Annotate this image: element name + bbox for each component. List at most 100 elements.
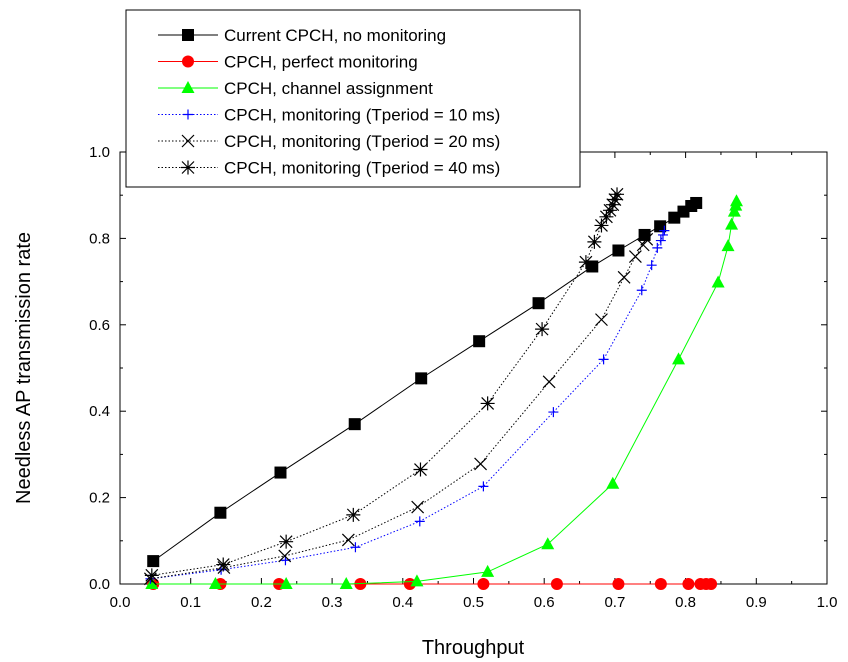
data-point: [278, 549, 292, 563]
data-point: [598, 354, 609, 365]
x-tick-label: 0.4: [392, 594, 413, 611]
data-point: [183, 109, 193, 120]
data-point: [599, 209, 614, 224]
data-point: [411, 500, 425, 514]
data-point: [636, 238, 650, 252]
legend-label: Current CPCH, no monitoring: [224, 26, 446, 45]
data-point: [595, 313, 608, 327]
data-point: [548, 407, 559, 418]
plot-frame: [119, 151, 828, 585]
data-point: [339, 577, 353, 589]
data-point: [587, 234, 602, 249]
series-line: [150, 238, 648, 580]
data-point: [612, 244, 625, 257]
data-point: [403, 578, 416, 590]
data-point: [216, 557, 231, 572]
data-point: [727, 204, 741, 217]
data-point: [652, 242, 663, 253]
x-tick-label: 0.3: [322, 594, 343, 611]
data-point: [208, 577, 222, 589]
data-point: [682, 578, 695, 590]
data-point: [730, 194, 744, 207]
data-point: [705, 578, 718, 590]
series-line: [151, 201, 737, 585]
data-point: [607, 192, 622, 207]
x-tick-label: 0.7: [604, 594, 625, 611]
x-tick-label: 0.1: [180, 594, 201, 611]
series-3: [145, 225, 670, 584]
data-point: [594, 218, 609, 233]
x-tick-label: 0.5: [463, 594, 484, 611]
data-point: [341, 533, 355, 547]
data-point: [348, 418, 361, 431]
data-point: [659, 225, 670, 236]
series-line: [151, 194, 618, 576]
data-point: [354, 578, 367, 590]
y-tick-label: 0.2: [89, 490, 110, 507]
x-tick-label: 0.2: [251, 594, 272, 611]
data-point: [181, 134, 195, 148]
x-tick-label: 0.6: [534, 594, 555, 611]
legend-entry: CPCH, perfect monitoring: [158, 53, 418, 72]
data-point: [214, 506, 227, 519]
data-point: [550, 578, 563, 590]
data-point: [721, 239, 735, 252]
data-point: [628, 250, 642, 263]
data-point: [413, 462, 428, 477]
series-line: [150, 230, 665, 580]
y-tick-label: 0.0: [89, 576, 110, 593]
data-point: [477, 578, 490, 590]
data-point: [602, 203, 617, 218]
data-point: [532, 297, 545, 310]
data-point: [711, 275, 725, 288]
legend-entry: CPCH, monitoring (Tperiod = 10 ms): [158, 106, 500, 125]
legend-entry: CPCH, channel assignment: [158, 79, 433, 98]
legend-label: CPCH, monitoring (Tperiod = 20 ms): [224, 132, 500, 151]
data-point: [605, 197, 620, 212]
x-tick-label: 0.9: [746, 594, 767, 611]
data-point: [606, 476, 620, 489]
data-point: [474, 457, 487, 471]
x-tick-label: 0.8: [675, 594, 696, 611]
data-point: [473, 335, 486, 348]
series-1: [147, 578, 718, 590]
series-4: [143, 232, 654, 586]
series-5: [144, 187, 625, 583]
data-point: [617, 270, 631, 284]
x-tick-label: 0.0: [110, 594, 131, 611]
data-point: [145, 577, 159, 589]
legend-entry: CPCH, monitoring (Tperiod = 20 ms): [158, 132, 500, 151]
legend-label: CPCH, channel assignment: [224, 79, 433, 98]
data-point: [612, 578, 625, 590]
y-tick-label: 0.4: [89, 403, 110, 420]
data-point: [217, 561, 231, 575]
data-point: [657, 229, 668, 240]
data-point: [535, 322, 550, 337]
data-point: [181, 81, 195, 93]
data-point: [655, 235, 666, 246]
y-axis-title: Needless AP transmission rate: [13, 232, 35, 504]
data-point: [410, 574, 424, 587]
data-point: [480, 396, 495, 411]
data-point: [350, 542, 361, 553]
data-point: [274, 466, 287, 479]
legend-box: [125, 9, 581, 188]
legend: Current CPCH, no monitoring CPCH, perfect…: [125, 9, 581, 188]
series-layer: [143, 187, 744, 590]
data-point: [144, 568, 159, 583]
data-point: [181, 160, 195, 175]
data-point: [578, 255, 593, 270]
data-point: [646, 260, 657, 271]
legend-label: CPCH, monitoring (Tperiod = 40 ms): [224, 159, 500, 178]
y-tick-label: 1.0: [89, 144, 110, 161]
y-tick-label: 0.6: [89, 317, 110, 334]
data-point: [147, 555, 160, 568]
legend-label: CPCH, monitoring (Tperiod = 10 ms): [224, 106, 500, 125]
data-point: [478, 481, 489, 492]
data-point: [415, 372, 428, 385]
data-point: [182, 55, 194, 68]
data-point: [542, 375, 556, 389]
data-point: [690, 196, 703, 209]
x-axis-title: Throughput: [422, 637, 525, 659]
